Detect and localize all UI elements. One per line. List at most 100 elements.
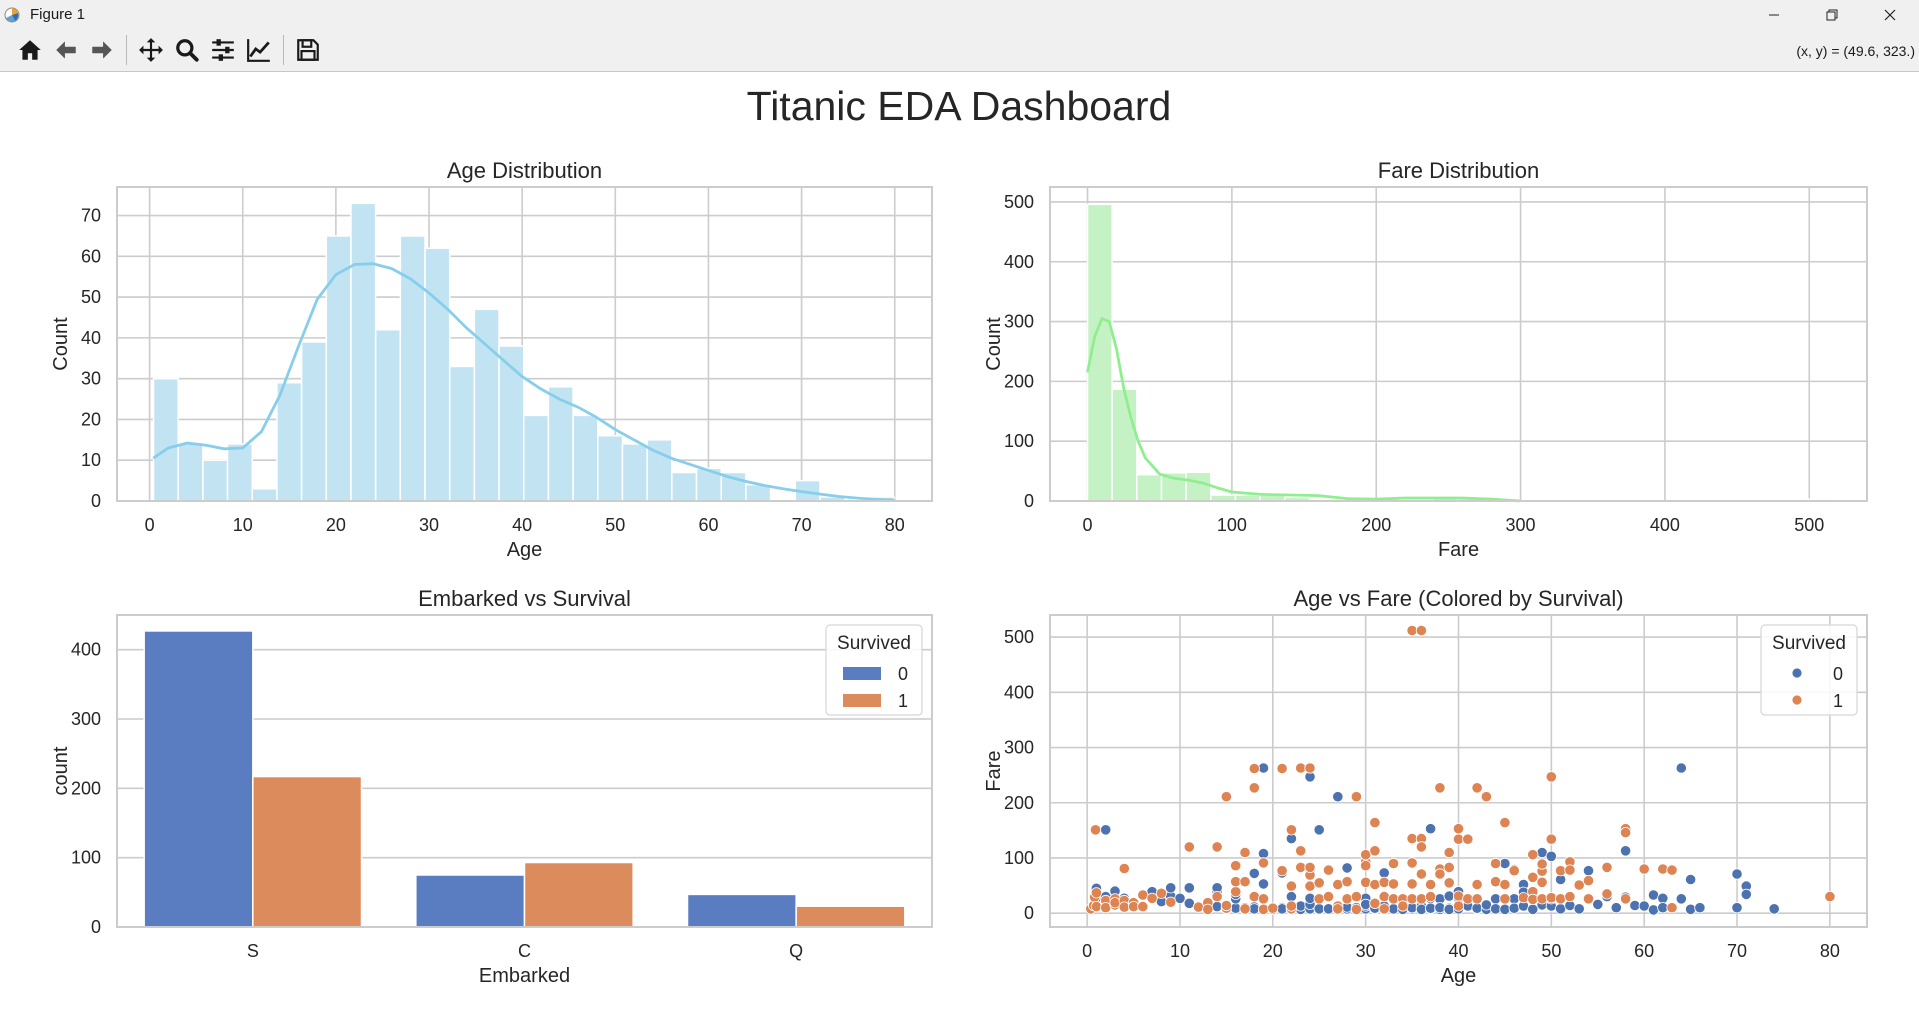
- legend-marker-1: [1791, 694, 1803, 706]
- scatter-point-survived-1: [1341, 893, 1353, 905]
- x-tick-label: 0: [145, 515, 155, 535]
- y-tick-label: 60: [81, 246, 101, 266]
- scatter-point-survived-1: [1322, 890, 1335, 903]
- x-tick-label: 80: [885, 515, 905, 535]
- scatter-point-survived-1: [1517, 892, 1530, 904]
- scatter-point-survived-1: [1295, 762, 1307, 774]
- x-tick-label: 50: [605, 515, 625, 535]
- scatter-point-survived-1: [1304, 861, 1316, 874]
- forward-button[interactable]: [84, 32, 120, 68]
- histogram-bar: [597, 435, 624, 502]
- histogram-bar: [424, 247, 451, 502]
- scatter-point-survived-1: [1657, 863, 1669, 875]
- save-icon: [297, 39, 319, 61]
- scatter-point-survived-1: [1508, 865, 1520, 877]
- scatter-point-survived-1: [1527, 849, 1539, 861]
- pan-button[interactable]: [133, 32, 169, 68]
- y-tick-label: 70: [81, 206, 101, 226]
- y-tick-label: 400: [71, 640, 101, 660]
- histogram-bar: [498, 345, 525, 502]
- zoom-button[interactable]: [169, 32, 205, 68]
- edit-axis-button[interactable]: [241, 32, 277, 68]
- y-tick-label: 300: [1004, 738, 1034, 758]
- scatter-point-survived-1: [1257, 893, 1270, 905]
- y-tick-label: 100: [1004, 848, 1034, 868]
- legend: Survived 0 1: [1760, 624, 1858, 716]
- scatter-point-survived-1: [1369, 845, 1381, 857]
- x-tick-label: 10: [1170, 941, 1190, 961]
- home-button[interactable]: [12, 32, 48, 68]
- scatter-point-survived-0: [1443, 890, 1455, 902]
- scatter-point-survived-1: [1276, 865, 1288, 877]
- legend: Survived 0 1: [825, 624, 923, 716]
- minimize-button[interactable]: [1745, 0, 1803, 29]
- histogram-bar: [300, 341, 328, 502]
- save-button[interactable]: [290, 32, 326, 68]
- scatter-point-survived-1: [1350, 890, 1363, 903]
- x-tick-label: 0: [1083, 515, 1093, 535]
- scatter-point-survived-1: [1118, 862, 1130, 875]
- scatter-point-survived-0: [1378, 867, 1390, 879]
- back-button[interactable]: [48, 32, 84, 68]
- scatter-point-survived-1: [1406, 624, 1418, 637]
- x-tick-label: 60: [1634, 941, 1654, 961]
- scatter-point-survived-1: [1545, 771, 1557, 783]
- scatter-point-survived-1: [1638, 863, 1650, 875]
- scatter-point-survived-0: [1647, 904, 1660, 916]
- x-tick-label: 30: [1356, 941, 1376, 961]
- scatter-point-survived-1: [1582, 893, 1595, 905]
- y-tick-label: 40: [81, 328, 101, 348]
- scatter-point-survived-1: [1369, 897, 1381, 909]
- scatter-point-survived-1: [1545, 892, 1557, 904]
- close-button[interactable]: [1861, 0, 1919, 29]
- scatter-point-survived-0: [1731, 902, 1743, 914]
- zoom-icon: [176, 39, 199, 62]
- x-axis-label: Fare: [1438, 539, 1479, 561]
- scatter-point-survived-0: [1610, 902, 1622, 914]
- scatter-point-survived-1: [1239, 876, 1251, 888]
- histogram-bar: [202, 459, 229, 502]
- scatter-point-survived-0: [1675, 762, 1687, 774]
- x-tick-label: 80: [1820, 941, 1840, 961]
- scatter-point-survived-0: [1629, 899, 1641, 912]
- scatter-point-survived-0: [1471, 902, 1483, 914]
- x-tick-label: 30: [419, 515, 439, 535]
- scatter-point-survived-1: [1564, 864, 1576, 876]
- matplotlib-app-icon: [4, 7, 20, 22]
- scatter-point-survived-0: [1332, 791, 1344, 803]
- scatter-point-survived-1: [1452, 900, 1465, 912]
- axes-title: Embarked vs Survival: [418, 586, 631, 611]
- fare-distribution-axes: 0 100 200 300 400 500 0 100 200 300 400 500 Fare Dis…: [983, 158, 1868, 561]
- histogram-bar: [1111, 388, 1138, 502]
- scatter-point-survived-1: [1118, 901, 1130, 913]
- scatter-point-survived-0: [1313, 824, 1325, 836]
- histogram-bar: [177, 443, 204, 502]
- scatter-point-survived-1: [1452, 823, 1465, 835]
- scatter-point-survived-1: [1415, 624, 1428, 637]
- y-axis-label: count: [50, 746, 72, 795]
- legend-marker-0: [1791, 667, 1803, 679]
- histogram-bar: [448, 365, 476, 502]
- scatter-point-survived-1: [1462, 833, 1474, 845]
- scatter-point-survived-1: [1378, 876, 1390, 888]
- axes-border: [1049, 614, 1868, 928]
- scatter-point-survived-1: [1480, 791, 1493, 803]
- scatter-point-survived-1: [1285, 880, 1298, 892]
- legend-title: Survived: [1772, 633, 1846, 654]
- scatter-point-survived-1: [1499, 878, 1511, 891]
- restore-button[interactable]: [1803, 0, 1861, 29]
- scatter-point-survived-0: [1425, 823, 1437, 835]
- scatter-point-survived-0: [1694, 902, 1706, 914]
- configure-subplots-button[interactable]: [205, 32, 241, 68]
- scatter-point-survived-1: [1527, 871, 1539, 883]
- y-tick-label: 300: [1004, 312, 1034, 332]
- y-tick-label: 100: [71, 848, 101, 868]
- back-icon: [56, 41, 76, 59]
- x-tick-label: S: [247, 941, 259, 961]
- scatter-point-survived-1: [1824, 890, 1836, 903]
- x-tick-label: 40: [1448, 941, 1468, 961]
- bar-q-survived-0: [686, 893, 797, 928]
- scatter-point-survived-0: [1490, 903, 1502, 915]
- kde-curve: [152, 262, 895, 502]
